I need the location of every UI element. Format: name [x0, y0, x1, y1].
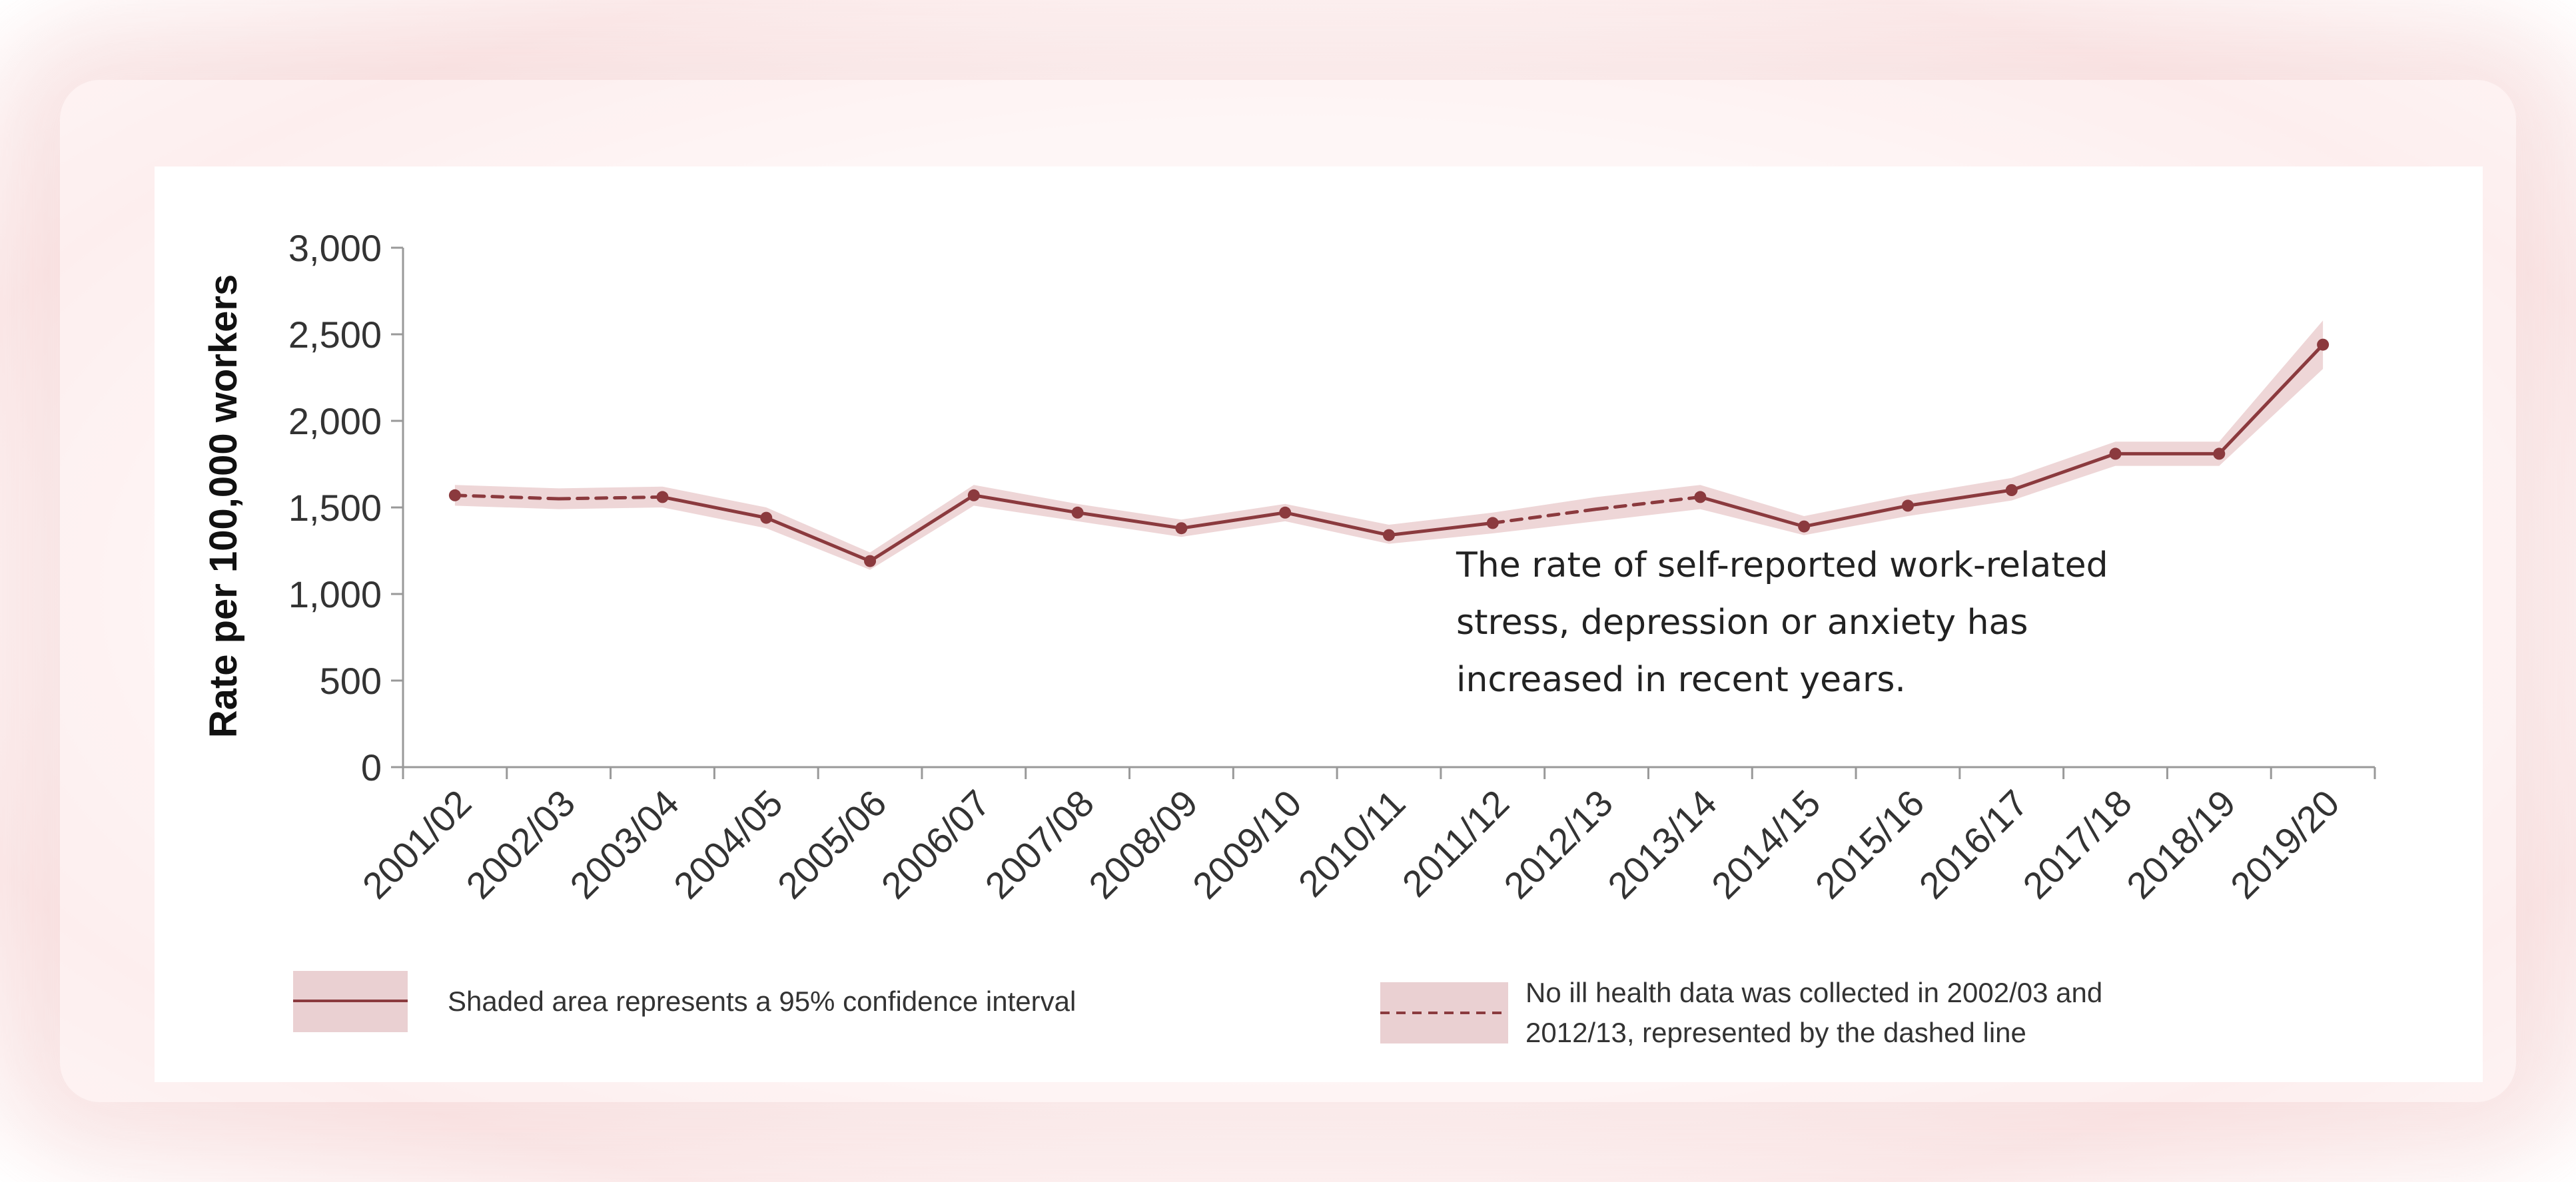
legend-item-dashed-line: No ill health data was collected in 2002…: [1380, 977, 2110, 1048]
annotation-line-3: increased in recent years.: [1456, 660, 1906, 700]
series-line-layer: [453, 343, 2325, 563]
legend-label-confidence-interval: Shaded area represents a 95% confidence …: [448, 986, 1076, 1017]
series-segment: [1283, 511, 1391, 537]
data-point: [656, 491, 669, 503]
y-tick-label: 1,000: [288, 573, 382, 615]
y-tick-label: 1,500: [288, 487, 382, 529]
y-tick-label: 2,000: [288, 400, 382, 442]
x-tick-label: 2010/11: [1290, 782, 1414, 905]
confidence-band-layer: [454, 320, 2324, 570]
series-segment: [1387, 521, 1495, 537]
data-point: [448, 489, 461, 501]
x-tick-label: 2012/13: [1496, 782, 1621, 907]
legend: Shaded area represents a 95% confidence …: [293, 971, 2110, 1048]
series-segment: [1698, 495, 1806, 529]
x-tick-label: 2014/15: [1703, 782, 1829, 907]
data-point: [2109, 447, 2122, 460]
data-point: [1175, 522, 1188, 535]
series-segment-dashed: [453, 493, 561, 501]
data-point: [2317, 338, 2330, 351]
x-tick-label: 2016/17: [1911, 782, 2036, 907]
legend-dashed-line-2: 2012/13, represented by the dashed line: [1525, 1017, 2026, 1048]
confidence-band: [454, 320, 2324, 570]
series-segment: [2217, 343, 2325, 455]
series-segment-dashed: [557, 495, 664, 501]
annotation-line-1: The rate of self-reported work-related: [1456, 545, 2108, 585]
x-tick-label: 2018/19: [2118, 782, 2244, 907]
y-tick-label: 2,500: [288, 314, 382, 356]
x-tick-label: 2015/16: [1807, 782, 1932, 907]
x-tick-label: 2008/09: [1080, 782, 1206, 907]
y-tick-label: 3,000: [288, 227, 382, 269]
series-point-layer: [448, 338, 2330, 567]
data-point: [1486, 517, 1499, 529]
data-point: [2213, 447, 2226, 460]
x-tick-label: 2002/03: [458, 782, 583, 907]
data-point: [1901, 499, 1914, 512]
data-point: [1071, 506, 1084, 519]
x-tick-label: 2009/10: [1184, 782, 1310, 907]
data-point: [1279, 506, 1292, 519]
series-segment: [1906, 488, 2014, 507]
legend-dashed-line-1: No ill health data was collected in 2002…: [1525, 977, 2102, 1008]
x-tick-label: 2006/07: [873, 782, 999, 907]
chart-annotation: The rate of self-reported work-related s…: [1456, 545, 2119, 700]
series-segment: [868, 493, 976, 563]
x-tick-label: 2013/14: [1599, 782, 1725, 907]
series-segment: [1076, 511, 1183, 530]
y-tick-label: 0: [361, 746, 382, 788]
x-tick-label: 2011/12: [1394, 782, 1517, 905]
x-tick-label: 2007/08: [977, 782, 1102, 907]
x-tick-label: 2003/04: [562, 782, 687, 907]
series-segment: [972, 493, 1080, 515]
data-point: [760, 511, 773, 524]
data-point: [1383, 529, 1395, 541]
x-tick-label: 2019/20: [2222, 782, 2348, 907]
x-tick-label: 2004/05: [665, 782, 791, 907]
x-tick-label: 2001/02: [354, 782, 480, 907]
y-tick-label: 500: [320, 660, 382, 702]
data-point: [1694, 491, 1707, 503]
axis-layer: [391, 246, 2376, 779]
data-point: [1798, 520, 1811, 533]
data-point: [864, 555, 877, 567]
series-segment: [660, 495, 768, 520]
legend-item-confidence-interval: Shaded area represents a 95% confidence …: [293, 971, 1076, 1032]
legend-label-dashed-line: No ill health data was collected in 2002…: [1525, 977, 2110, 1048]
annotation-line-2: stress, depression or anxiety has: [1456, 603, 2028, 643]
series-segment: [1802, 503, 1910, 529]
chart-card: [155, 166, 2483, 1082]
x-tick-label: 2005/06: [769, 782, 895, 907]
series-segment: [2010, 451, 2118, 492]
series-segment-dashed: [1491, 507, 1599, 525]
series-segment: [764, 516, 872, 563]
x-tick-label: 2017/18: [2014, 782, 2140, 907]
y-axis-title: Rate per 100,000 workers: [202, 274, 245, 738]
series-segment: [1179, 511, 1287, 530]
data-point: [2005, 484, 2018, 496]
data-point: [967, 489, 980, 501]
series-segment-dashed: [1595, 495, 1702, 511]
